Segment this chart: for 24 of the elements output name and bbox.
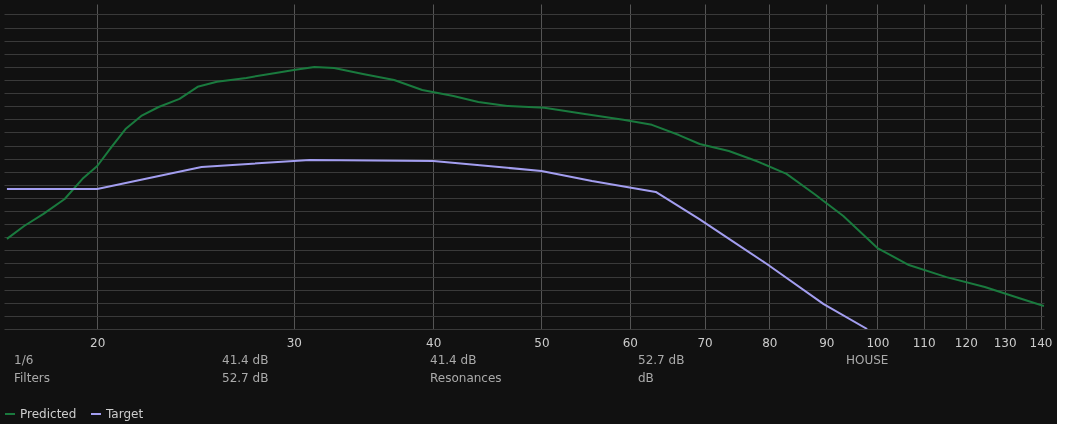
text: Filters <box>14 371 50 385</box>
text: 52.7 dB <box>638 353 685 367</box>
x-tick-label: 40 <box>426 335 442 350</box>
x-tick-label: 20 <box>90 335 106 350</box>
x-tick-label: 80 <box>762 335 778 350</box>
text: HOUSE <box>846 353 889 367</box>
text: 1/6 <box>14 353 34 367</box>
x-tick-label: 140 <box>1029 335 1053 350</box>
text: dB <box>638 371 654 385</box>
x-tick-label: 100 <box>866 335 890 350</box>
x-tick-label: 50 <box>534 335 550 350</box>
x-tick-label: 70 <box>697 335 713 350</box>
x-tick-label: 60 <box>622 335 638 350</box>
x-tick-label: 110 <box>912 335 936 350</box>
x-tick-label: 90 <box>819 335 835 350</box>
legend-label: Predicted <box>20 407 77 421</box>
x-tick-label: 30 <box>286 335 302 350</box>
text: 41.4 dB <box>222 353 269 367</box>
text: 41.4 dB <box>430 353 477 367</box>
x-tick-label: 120 <box>954 335 978 350</box>
text: Resonances <box>430 371 502 385</box>
legend-label: Target <box>105 407 144 421</box>
x-tick-label: 130 <box>993 335 1017 350</box>
text: 52.7 dB <box>222 371 269 385</box>
